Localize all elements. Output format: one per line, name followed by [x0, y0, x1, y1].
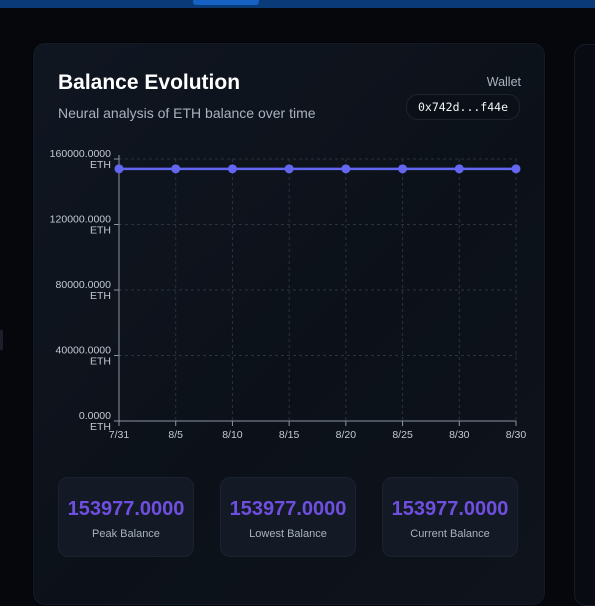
balance-data-point — [284, 164, 294, 174]
x-tick-label: 8/20 — [336, 429, 357, 441]
x-tick-label: 7/31 — [109, 429, 130, 441]
card-title: Balance Evolution — [58, 71, 241, 94]
y-tick-label: 120000.0000 — [50, 214, 111, 226]
balance-data-point — [511, 164, 521, 174]
lowest-balance-value: 153977.0000 — [229, 498, 347, 520]
lowest-balance-label: Lowest Balance — [249, 528, 327, 540]
peak-balance-value: 153977.0000 — [67, 498, 185, 520]
balance-data-point — [227, 164, 237, 174]
active-tab-indicator[interactable] — [193, 0, 259, 5]
current-balance-value: 153977.0000 — [391, 498, 509, 520]
peak-balance-label: Peak Balance — [92, 528, 160, 540]
x-tick-label: 8/30 — [506, 429, 527, 441]
balance-data-point — [171, 164, 181, 174]
x-tick-label: 8/30 — [449, 429, 470, 441]
balance-line-chart: 0.0000ETH40000.0000ETH80000.0000ETH12000… — [50, 148, 527, 441]
current-balance-label: Current Balance — [410, 528, 490, 540]
stats-row: 153977.0000 Peak Balance 153977.0000 Low… — [58, 477, 520, 557]
y-tick-unit: ETH — [90, 421, 111, 433]
wallet-address-badge[interactable]: 0x742d...f44e — [405, 94, 520, 120]
y-tick-unit: ETH — [90, 225, 111, 237]
y-tick-label: 0.0000 — [79, 410, 111, 422]
x-tick-label: 8/5 — [168, 429, 183, 441]
y-tick-unit: ETH — [90, 159, 111, 171]
y-tick-label: 40000.0000 — [56, 345, 112, 357]
balance-data-point — [114, 164, 124, 174]
balance-data-point — [398, 164, 408, 174]
side-panel — [574, 44, 595, 606]
y-tick-unit: ETH — [90, 356, 111, 368]
stat-card-current: 153977.0000 Current Balance — [382, 477, 518, 557]
x-tick-label: 8/25 — [392, 429, 413, 441]
stat-card-lowest: 153977.0000 Lowest Balance — [220, 477, 356, 557]
stat-card-peak: 153977.0000 Peak Balance — [58, 477, 194, 557]
wallet-label: Wallet — [486, 75, 521, 89]
balance-evolution-card: Balance Evolution Neural analysis of ETH… — [33, 43, 545, 605]
top-bar — [0, 0, 595, 8]
balance-data-point — [454, 164, 464, 174]
y-tick-label: 80000.0000 — [56, 279, 112, 291]
y-tick-label: 160000.0000 — [50, 148, 111, 160]
x-tick-label: 8/15 — [279, 429, 300, 441]
left-edge-handle — [0, 330, 3, 350]
y-tick-unit: ETH — [90, 290, 111, 302]
x-tick-label: 8/10 — [222, 429, 243, 441]
card-subtitle: Neural analysis of ETH balance over time — [58, 105, 316, 121]
balance-data-point — [341, 164, 351, 174]
